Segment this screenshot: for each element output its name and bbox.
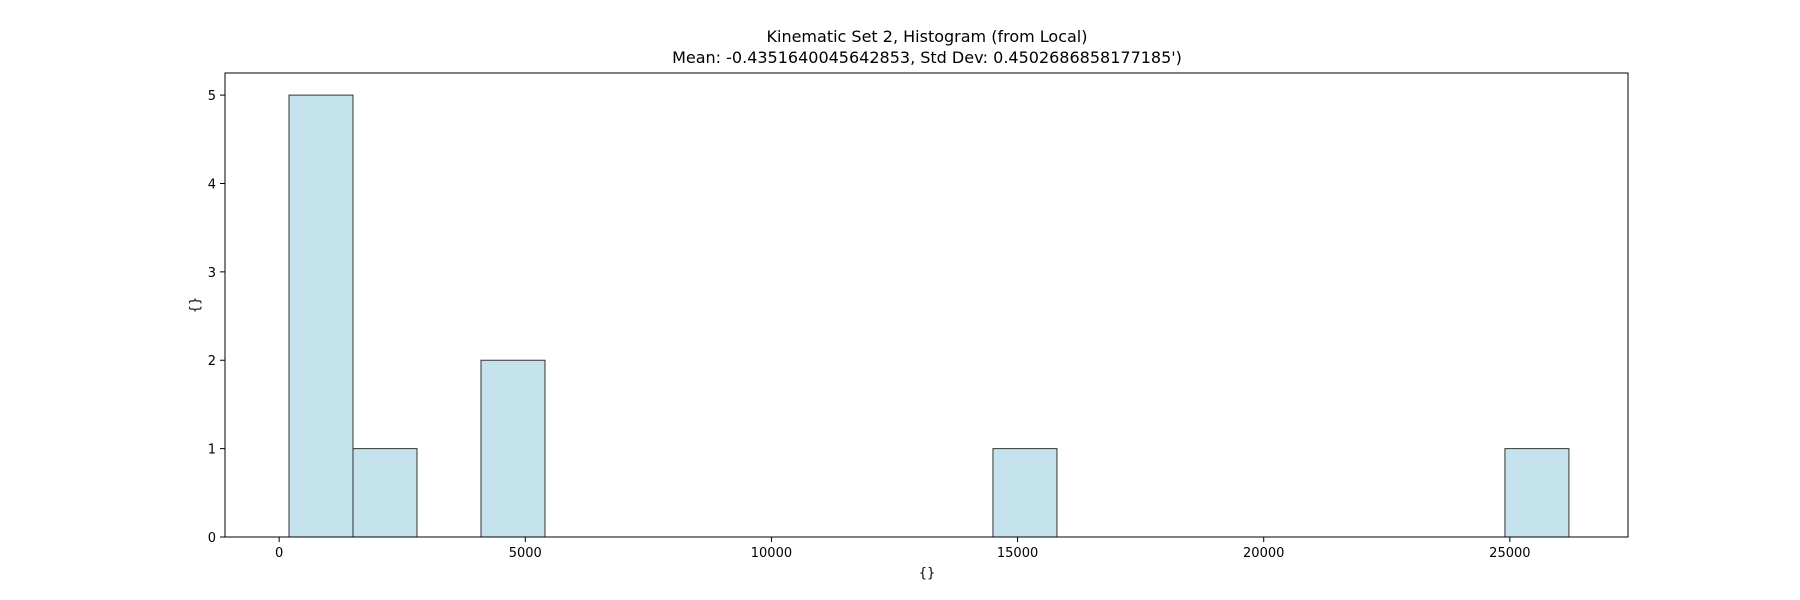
x-axis-label: {} (919, 566, 936, 581)
histogram-bar-3 (480, 359, 546, 538)
x-tick-label: 25000 (1489, 546, 1530, 561)
y-axis-label: {} (188, 297, 203, 314)
histogram-bar-0 (288, 94, 354, 538)
plot-frame (224, 72, 1629, 538)
y-tick-label: 0 (208, 531, 216, 546)
bars-layer (288, 94, 1570, 538)
chart-subtitle: Mean: -0.4351640045642853, Std Dev: 0.45… (672, 48, 1182, 67)
ticks-layer: 0 5000 10000 15000 20000 25000 0 1 2 3 4 5 (208, 89, 1531, 561)
y-tick-label: 5 (208, 89, 216, 104)
y-tick-label: 2 (208, 354, 216, 369)
x-tick-label: 5000 (509, 546, 542, 561)
histogram-bar-11 (992, 448, 1058, 538)
x-tick-label: 15000 (997, 546, 1038, 561)
x-tick-label: 20000 (1243, 546, 1284, 561)
histogram-bar-19 (1504, 448, 1570, 538)
x-tick-label: 0 (275, 546, 283, 561)
histogram-bar-1 (352, 448, 418, 538)
y-tick-label: 1 (208, 443, 216, 458)
y-tick-label: 3 (208, 266, 216, 281)
y-tick-label: 4 (208, 177, 216, 192)
x-tick-label: 10000 (751, 546, 792, 561)
chart-title: Kinematic Set 2, Histogram (from Local) (767, 27, 1088, 46)
